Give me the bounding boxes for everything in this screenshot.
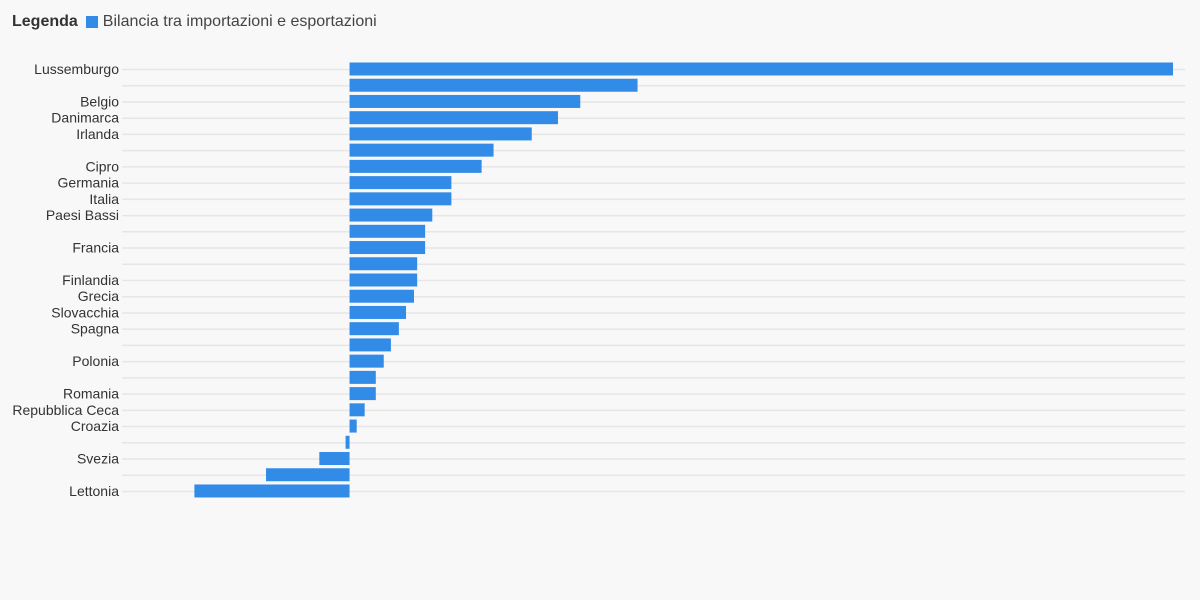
bar xyxy=(349,78,638,92)
bar-romania xyxy=(349,387,376,401)
category-label: Francia xyxy=(72,240,119,256)
bar-cipro xyxy=(349,159,482,173)
bar-finlandia xyxy=(349,273,418,287)
bar-italia xyxy=(349,192,452,206)
category-label: Repubblica Ceca xyxy=(12,402,119,418)
legend-title: Legenda xyxy=(12,13,78,30)
bar xyxy=(266,468,350,482)
bar-svezia xyxy=(319,452,350,466)
category-label: Slovacchia xyxy=(51,304,119,320)
bar xyxy=(349,370,376,384)
category-label: Romania xyxy=(63,386,119,402)
bar xyxy=(345,435,350,449)
bar-francia xyxy=(349,241,426,255)
bar xyxy=(349,338,391,352)
bar-repubblica-ceca xyxy=(349,403,365,417)
bar-danimarca xyxy=(349,111,558,125)
category-label: Cipro xyxy=(86,158,120,174)
bar-grecia xyxy=(349,289,414,303)
category-label: Paesi Bassi xyxy=(46,207,119,223)
bar-irlanda xyxy=(349,127,532,141)
bar xyxy=(349,224,426,238)
category-label: Germania xyxy=(58,175,120,191)
bar-lussemburgo xyxy=(349,62,1173,76)
bar-slovacchia xyxy=(349,305,407,319)
bar-germania xyxy=(349,176,452,190)
bar-lettonia xyxy=(194,484,350,498)
category-label: Lussemburgo xyxy=(34,61,119,77)
bar-belgio xyxy=(349,94,581,108)
legend: Legenda Bilancia tra importazioni e espo… xyxy=(12,13,377,31)
bar-paesi-bassi xyxy=(349,208,433,222)
bar-polonia xyxy=(349,354,384,368)
bar xyxy=(349,257,418,271)
category-label: Svezia xyxy=(77,451,119,467)
category-label: Croazia xyxy=(71,418,119,434)
category-label: Spagna xyxy=(71,321,119,337)
category-label: Irlanda xyxy=(76,126,119,142)
grid-lines xyxy=(122,68,1185,493)
category-label: Lettonia xyxy=(69,483,119,499)
category-label: Finlandia xyxy=(62,272,119,288)
bar xyxy=(349,143,494,157)
category-label: Grecia xyxy=(78,288,119,304)
legend-swatch xyxy=(85,16,98,28)
category-label: Italia xyxy=(89,191,119,207)
bar-spagna xyxy=(349,322,399,336)
category-label: Danimarca xyxy=(51,110,119,126)
legend-series-label: Bilancia tra importazioni e esportazioni xyxy=(102,13,377,30)
category-label: Polonia xyxy=(72,353,119,369)
bars xyxy=(194,62,1173,498)
category-label: Belgio xyxy=(80,93,119,109)
bar-croazia xyxy=(349,419,357,433)
